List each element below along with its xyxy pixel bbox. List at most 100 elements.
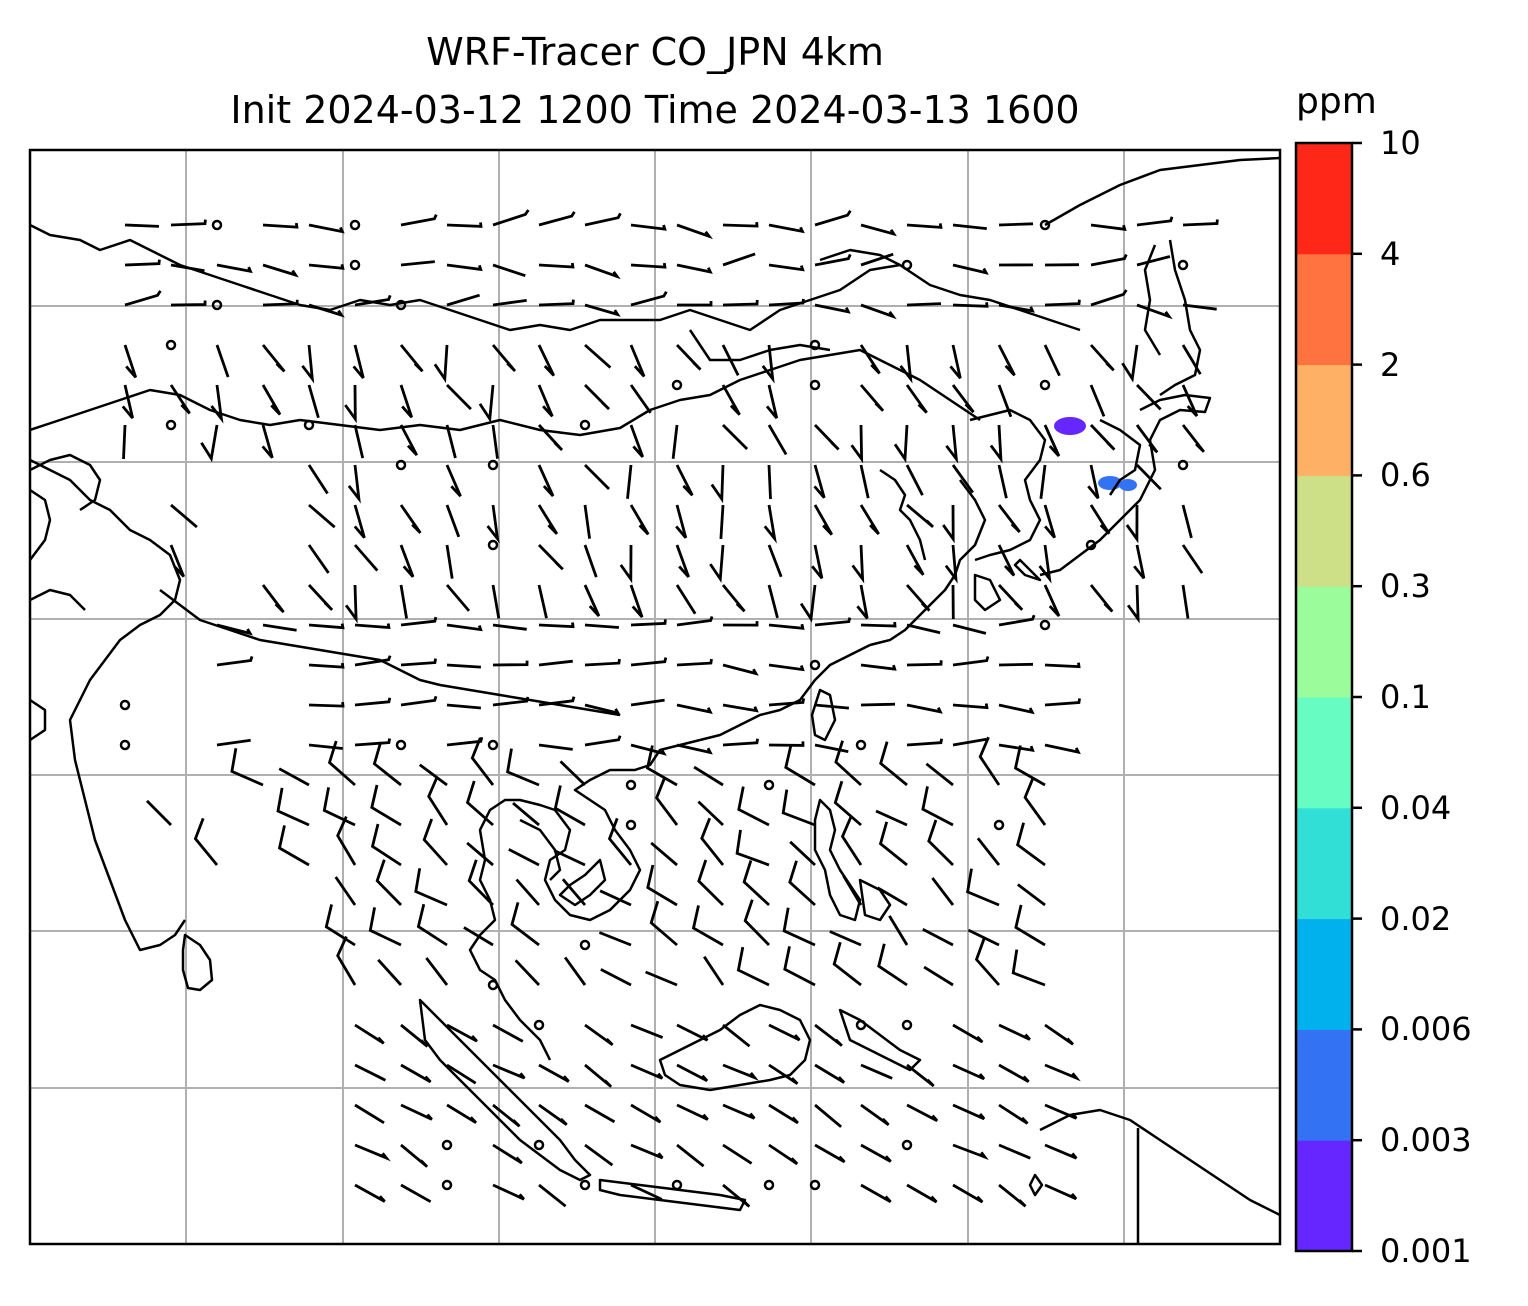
wind-barb [400,1063,432,1084]
wind-barb [307,464,329,495]
wind-barb [860,702,896,707]
wind-barb [1126,584,1140,624]
wind-barb [1044,1183,1078,1201]
wind-barb [1044,299,1081,307]
wind-barb [693,765,724,787]
wind-barb [905,584,931,612]
colorbar-band [1296,253,1352,366]
wind-barb [700,817,725,866]
wind-barb [945,424,959,464]
colorbar-band [1296,807,1352,920]
calm-wind-marker [1177,259,1189,271]
wind-barb [399,584,408,619]
wind-barb [262,263,299,278]
wind-barb [768,1023,801,1042]
wind-barb [974,938,1001,986]
gridlines [30,150,1280,1244]
colorbar-tick-label: 0.6 [1380,456,1431,495]
wind-barb [860,1143,892,1163]
wind-barb [584,623,620,629]
wind-barb [761,344,775,384]
wind-barb [354,1143,391,1162]
colorbar-tick-label: 2 [1380,345,1401,384]
calm-wind-marker [487,739,499,751]
wind-barb [354,697,392,707]
wind-barb [400,214,438,227]
wind-barb [353,544,379,572]
wind-barb [906,1063,935,1088]
calm-wind-marker [349,219,361,231]
wind-barb [261,424,274,459]
wind-barb [976,837,1001,866]
wind-barb [675,504,688,539]
wind-barb [789,840,816,867]
wind-barb [829,930,862,947]
wind-barb [905,384,928,414]
wind-barb [344,584,358,624]
wind-barb [301,344,315,384]
colorbar-tick-label: 0.1 [1380,678,1431,716]
wind-barb [737,786,770,827]
colorbar-tick-label: 0.3 [1380,567,1431,606]
wind-barb [799,584,817,623]
wind-barb [814,743,849,753]
calm-wind-marker [533,1019,545,1031]
wind-barbs [119,209,1219,1208]
wind-barb [722,424,749,450]
wind-barb [722,663,759,676]
wind-barb [492,209,530,227]
wind-barb [169,384,191,415]
calm-wind-marker [809,659,821,671]
wind-barb [736,946,770,987]
wind-barb [893,424,909,464]
wind-barb [308,263,345,270]
wind-barb [584,1143,614,1167]
wind-barb [584,343,612,369]
wind-barb [354,655,392,667]
wind-barb [1015,822,1046,867]
wind-barb [1121,344,1139,383]
calm-wind-marker [441,1139,453,1151]
wind-barb [375,859,403,906]
wind-barb [445,504,461,538]
wind-barb [952,1103,986,1121]
wind-barb [814,1103,842,1128]
wind-barb [370,784,402,827]
wind-barb [630,1143,664,1160]
wind-barb [170,219,207,227]
wind-barb [767,544,783,578]
wind-barb [336,816,357,866]
wind-barb [538,1183,567,1208]
wind-barb [583,584,601,617]
wind-barb [354,623,391,630]
wind-barb [952,737,987,747]
wind-barb [860,303,897,320]
calm-wind-marker [441,1179,453,1191]
colorbar-band [1296,1140,1352,1252]
calm-wind-marker [901,259,913,271]
wind-barb [308,623,345,630]
calm-wind-marker [119,699,131,711]
wind-barb [645,970,678,987]
wind-barb [561,878,587,906]
wind-barb [1044,1103,1078,1120]
calm-wind-marker [579,419,591,431]
colorbar-band [1296,475,1352,587]
wind-barb [1182,219,1219,227]
wind-barb [630,698,665,707]
calm-wind-marker [901,1019,913,1031]
wind-barb [123,344,138,379]
wind-barb [719,504,725,539]
wind-barb [425,957,449,986]
tracer-concentration-layer [1054,417,1137,491]
wind-barb [1181,384,1199,417]
calm-wind-marker [165,339,177,351]
calm-wind-marker [579,1179,591,1191]
wind-barb [1181,584,1190,619]
wind-barb [859,464,870,499]
wind-barb [967,928,1000,947]
wind-barb [124,259,161,267]
wind-barb [814,303,851,314]
calm-wind-marker [165,419,177,431]
wind-barb [767,424,788,456]
